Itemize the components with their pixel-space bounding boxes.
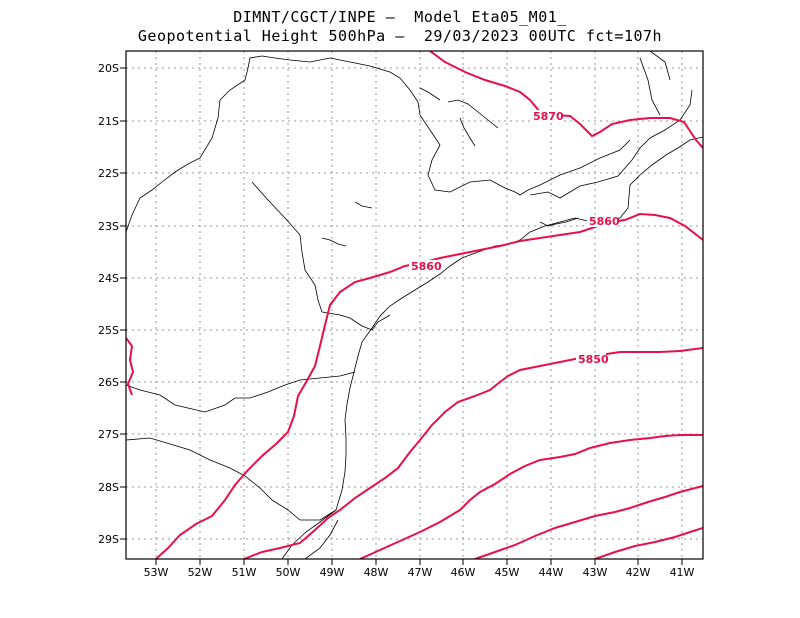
lat-labels: 20S 21S 22S 23S 24S 25S 26S 27S 28S 29S <box>98 62 119 546</box>
contour-label: 5860 <box>411 260 442 273</box>
state-border-mg-rj <box>529 89 693 199</box>
lat-label: 28S <box>98 481 119 494</box>
international-border <box>649 51 671 81</box>
lat-label: 27S <box>98 428 119 441</box>
contour-5820 <box>594 527 703 559</box>
contour-west <box>126 337 135 396</box>
lon-label: 51W <box>232 566 257 579</box>
lon-label: 42W <box>626 566 651 579</box>
contours <box>126 51 703 559</box>
chart-title-line1: DIMNT/CGCT/INPE – Model Eta05_M01_ <box>233 8 567 26</box>
contour-label: 5850 <box>578 353 609 366</box>
grid-lines <box>126 51 703 559</box>
contour-5870 <box>429 51 703 149</box>
contour-label: 5870 <box>533 110 564 123</box>
lon-label: 48W <box>364 566 389 579</box>
lon-label: 41W <box>670 566 695 579</box>
state-border-ms-pr <box>251 181 323 313</box>
state-border-sp-pr <box>321 311 391 331</box>
state-border-sp-mg <box>289 57 631 196</box>
lon-label: 47W <box>408 566 433 579</box>
reservoir <box>419 87 441 101</box>
lagoon <box>304 519 339 559</box>
lon-label: 49W <box>320 566 345 579</box>
lat-label: 25S <box>98 324 119 337</box>
lat-label: 29S <box>98 533 119 546</box>
state-border-ms <box>126 55 291 233</box>
state-border-pr-sc <box>126 371 356 413</box>
lat-label: 20S <box>98 62 119 75</box>
reservoir <box>459 117 476 147</box>
map-frame <box>125 50 704 560</box>
contour-5840 <box>359 434 703 559</box>
reservoir <box>354 201 373 209</box>
coastline <box>281 136 703 559</box>
map-boundaries <box>126 51 703 559</box>
lat-label: 22S <box>98 167 119 180</box>
state-border-mg-es <box>639 57 661 116</box>
lon-label: 53W <box>144 566 169 579</box>
lon-label: 45W <box>495 566 520 579</box>
contour-labels: 5870 5860 5860 5850 <box>409 110 620 366</box>
chart-title-line2: Geopotential Height 500hPa – 29/03/2023 … <box>137 27 663 45</box>
state-border-sc-rs <box>126 437 337 521</box>
lon-label: 43W <box>583 566 608 579</box>
contour-5830 <box>474 485 703 559</box>
reservoir <box>447 99 499 129</box>
lat-label: 26S <box>98 376 119 389</box>
bay <box>539 217 579 227</box>
lat-label: 24S <box>98 272 119 285</box>
reservoir <box>321 237 347 247</box>
axis-ticks <box>120 67 683 565</box>
lon-label: 44W <box>539 566 564 579</box>
lon-label: 50W <box>276 566 301 579</box>
lon-label: 52W <box>188 566 213 579</box>
contour-label: 5860 <box>589 215 620 228</box>
lon-label: 46W <box>451 566 476 579</box>
lat-label: 23S <box>98 220 119 233</box>
lat-label: 21S <box>98 115 119 128</box>
lon-labels: 53W 52W 51W 50W 49W 48W 47W 46W 45W 44W … <box>144 566 695 579</box>
